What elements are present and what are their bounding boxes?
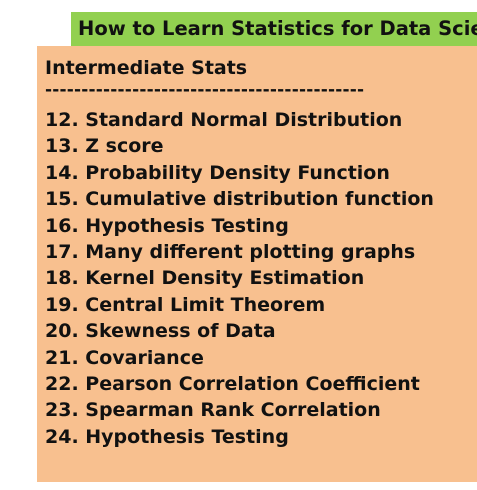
list-item: 23. Spearman Rank Correlation [45, 399, 381, 422]
section-heading: Intermediate Stats [45, 57, 248, 79]
list-item: 20. Skewness of Data [45, 320, 276, 343]
list-item: 13. Z score [45, 135, 164, 158]
list-item: 14. Probability Density Function [45, 161, 390, 184]
list-item: 21. Covariance [45, 346, 204, 369]
page-title: How to Learn Statistics for Data Science [78, 17, 477, 40]
list-item: 16. Hypothesis Testing [45, 214, 289, 237]
list-item: 12. Standard Normal Distribution [45, 109, 403, 131]
list-item: 22. Pearson Correlation Coefficient [45, 373, 420, 396]
topic-list: 12. Standard Normal Distribution 13. Z s… [45, 107, 434, 450]
list-item: 15. Cumulative distribution function [45, 188, 434, 211]
list-item: 19. Central Limit Theorem [45, 293, 326, 316]
dashed-divider: ----------------------------------------… [45, 80, 365, 100]
list-item: 18. Kernel Density Estimation [45, 267, 365, 290]
content-card: Intermediate Stats ---------------------… [37, 46, 477, 482]
list-item: 24. Hypothesis Testing [45, 425, 289, 448]
list-item: 17. Many different plotting graphs [45, 241, 416, 264]
title-banner: How to Learn Statistics for Data Science [71, 12, 477, 46]
